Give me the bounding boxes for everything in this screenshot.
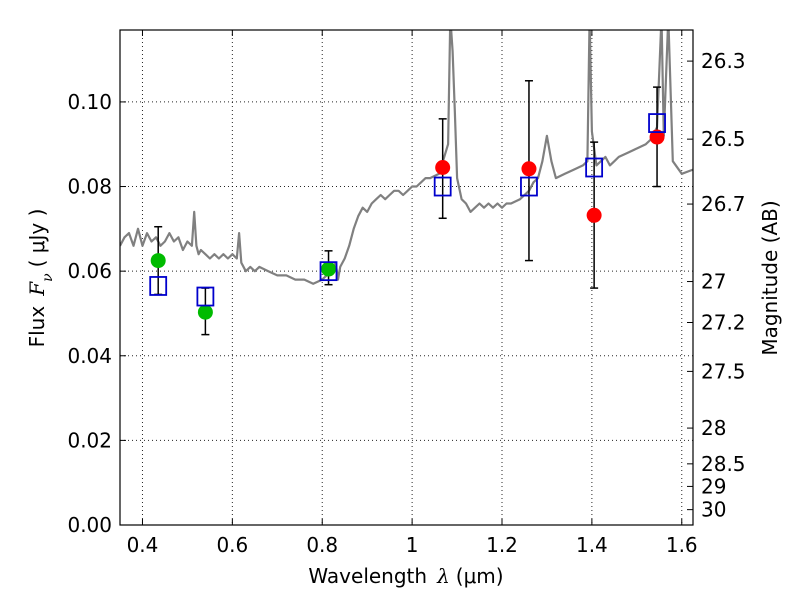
x-tick-label: 1 (406, 533, 419, 557)
model-spectrum (120, 30, 693, 285)
y-tick-label: 0.04 (67, 344, 112, 368)
mag-tick-label: 26.3 (701, 49, 746, 73)
data-point-circle (649, 129, 665, 145)
data-point-square (585, 157, 604, 178)
axis-ticks: 0.4 0.6 0.8 1 1.2 1.4 1.6 0.00 0.02 0.04 0.06 0.08 0… (67, 30, 746, 557)
spectrum-line (120, 30, 693, 285)
data-point-square (648, 113, 666, 133)
data-markers (149, 113, 666, 320)
data-point-circle (150, 253, 166, 269)
y-axis-label: FluxFν( μJy ) (25, 209, 56, 348)
data-point-circle (521, 161, 537, 177)
x-axis-label: Wavelength λ (μm) (308, 564, 503, 588)
y-tick-label: 0.02 (67, 428, 112, 452)
data-point-square (149, 276, 168, 296)
x-tick-label: 0.6 (216, 533, 248, 557)
grid (120, 30, 693, 526)
data-point-square (433, 176, 452, 197)
data-point-circle (197, 304, 213, 320)
y2-axis-label: Magnitude (AB) (758, 200, 782, 355)
x-tick-label: 0.8 (306, 533, 338, 557)
data-point-circle (586, 207, 602, 223)
mag-tick-label: 26.5 (701, 127, 746, 151)
data-point-circle (435, 160, 451, 175)
mag-tick-label: 27 (701, 270, 726, 294)
y-tick-label: 0.06 (67, 259, 112, 283)
mag-tick-label: 27.5 (701, 359, 746, 383)
mag-tick-label: 28.5 (701, 452, 746, 476)
mag-tick-label: 29 (701, 474, 726, 498)
x-tick-label: 1.4 (576, 533, 608, 557)
x-tick-label: 1.6 (666, 533, 698, 557)
data-point-circle (321, 261, 337, 277)
mag-tick-label: 30 (701, 498, 726, 522)
mag-tick-label: 26.7 (701, 192, 746, 216)
mag-tick-label: 27.2 (701, 311, 746, 335)
data-point-square (520, 176, 538, 197)
x-tick-label: 1.2 (486, 533, 518, 557)
data-point-square (319, 261, 338, 282)
y-tick-label: 0.08 (67, 175, 112, 199)
error-bars (154, 80, 662, 336)
y-tick-label: 0.10 (67, 90, 112, 114)
data-point-square (196, 286, 215, 307)
y-tick-label: 0.00 (67, 513, 112, 537)
plot-frame (119, 29, 694, 526)
x-tick-label: 0.4 (127, 533, 159, 557)
mag-tick-label: 28 (701, 416, 726, 440)
